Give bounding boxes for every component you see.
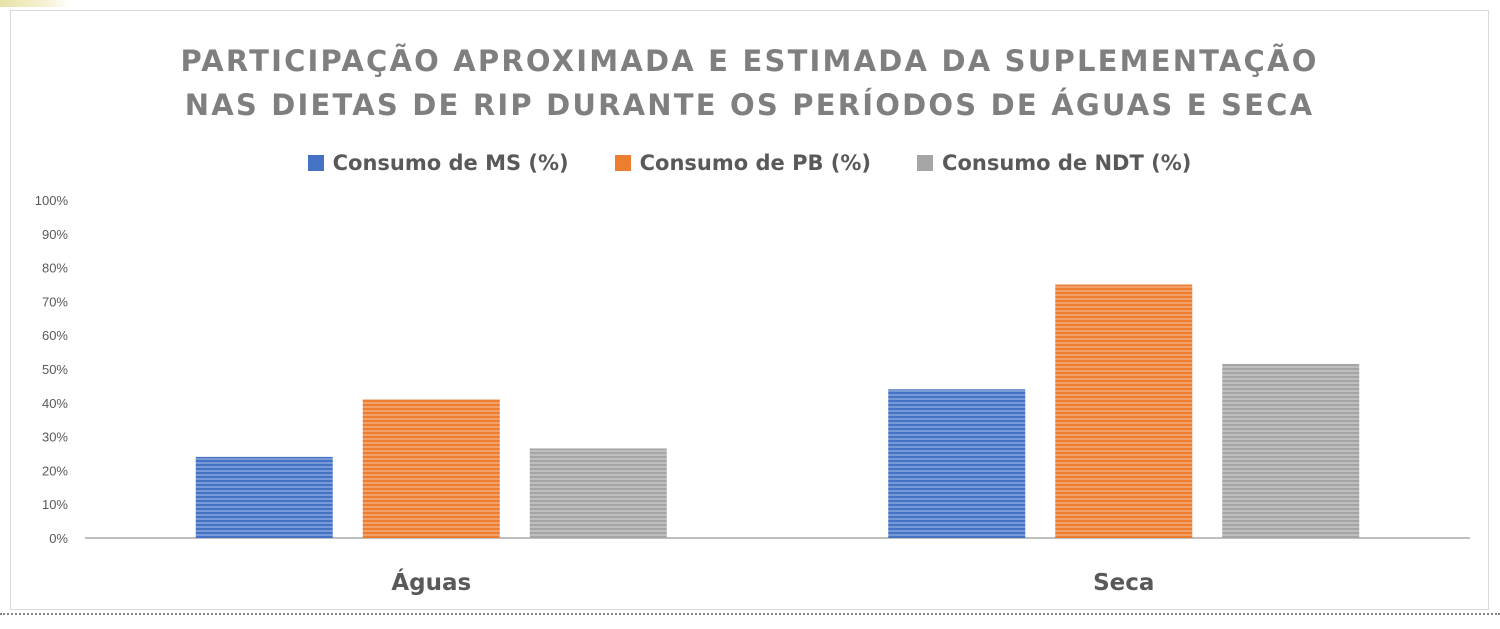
y-tick-label: 100%	[35, 193, 69, 208]
y-tick-label: 60%	[42, 328, 68, 343]
y-tick-label: 40%	[42, 396, 68, 411]
corner-accent	[0, 0, 70, 7]
legend-label-ndt: Consumo de NDT (%)	[942, 151, 1192, 175]
legend-item-ndt: Consumo de NDT (%)	[917, 151, 1191, 175]
page-cut-line	[0, 613, 1500, 629]
y-tick-label: 70%	[42, 294, 68, 309]
y-tick-label: 20%	[42, 463, 68, 478]
chart-title-line-2: NAS DIETAS DE RIP DURANTE OS PERÍODOS DE…	[184, 88, 1315, 122]
y-tick-label: 50%	[42, 362, 68, 377]
legend-item-pb: Consumo de PB (%)	[614, 151, 872, 175]
x-category-label: Seca	[1093, 570, 1154, 596]
bar-ndt-seca	[1222, 363, 1360, 538]
bar-ndt-aguas	[529, 448, 667, 538]
y-tick-label: 80%	[42, 261, 68, 276]
y-tick-label: 30%	[42, 430, 68, 445]
bar-ms-aguas	[195, 456, 333, 538]
legend-label-pb: Consumo de PB (%)	[639, 151, 872, 175]
legend-swatch-ndt	[917, 155, 934, 171]
x-category-label: Águas	[391, 568, 471, 596]
legend-label-ms: Consumo de MS (%)	[332, 151, 569, 175]
legend-swatch-pb	[614, 155, 631, 171]
bar-ms-seca	[888, 389, 1026, 538]
y-tick-label: 10%	[42, 497, 68, 512]
bar-pb-seca	[1055, 284, 1193, 538]
chart-title: PARTICIPAÇÃO APROXIMADA E ESTIMADA DA SU…	[11, 39, 1488, 127]
y-tick-label: 0%	[49, 531, 68, 546]
chart-title-line-1: PARTICIPAÇÃO APROXIMADA E ESTIMADA DA SU…	[180, 44, 1319, 78]
legend-item-ms: Consumo de MS (%)	[307, 151, 569, 175]
legend: Consumo de MS (%) Consumo de PB (%) Cons…	[11, 151, 1488, 175]
legend-swatch-ms	[307, 155, 324, 171]
y-tick-label: 90%	[42, 227, 68, 242]
bar-pb-aguas	[362, 399, 500, 538]
